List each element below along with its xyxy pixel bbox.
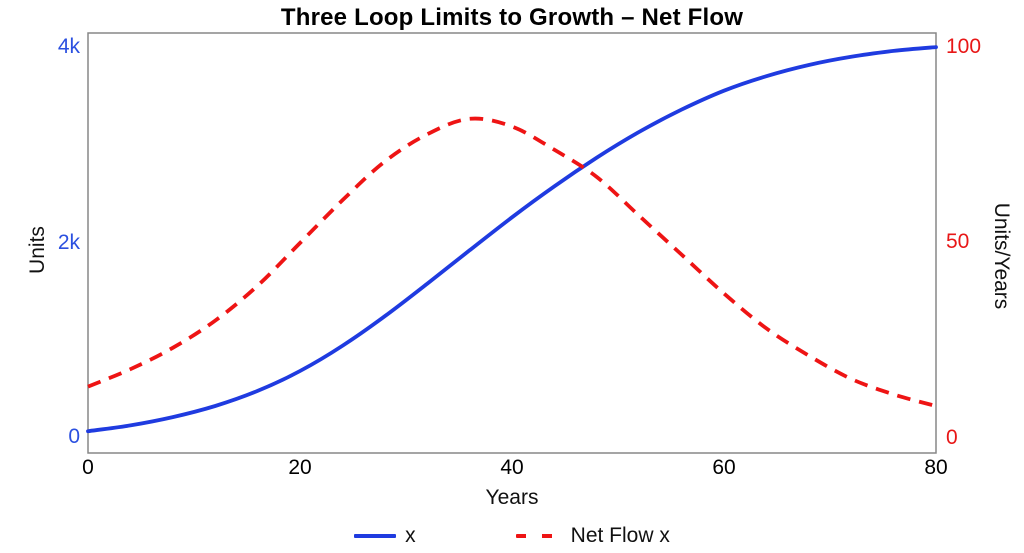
chart-title: Three Loop Limits to Growth – Net Flow: [280, 4, 744, 31]
x-tick-0: 0: [82, 456, 94, 479]
y-axis-title-right: Units/Years: [990, 202, 1013, 310]
y-left-tick-2k: 2k: [57, 231, 80, 254]
legend: x Net Flow x: [0, 524, 1024, 548]
x-tick-80: 80: [924, 456, 948, 479]
y-axis-title-left: Units: [26, 226, 49, 274]
legend-label-net-flow-x: Net Flow x: [570, 524, 670, 547]
x-axis-title: Years: [485, 486, 539, 509]
y-left-tick-4k: 4k: [57, 35, 80, 58]
legend-line-swatch-dashed: [515, 534, 562, 538]
legend-line-swatch-solid: [354, 534, 397, 538]
y-right-tick-100: 100: [946, 35, 982, 58]
x-tick-20: 20: [288, 456, 312, 479]
series-x-line: [86, 45, 938, 434]
y-left-tick-0: 0: [68, 425, 80, 448]
legend-item-x[interactable]: x: [354, 524, 416, 548]
series-net-flow-line: [87, 116, 937, 408]
y-right-tick-0: 0: [946, 426, 958, 449]
x-tick-60: 60: [712, 456, 736, 479]
plot-frame: [87, 32, 937, 454]
legend-item-net-flow-x[interactable]: Net Flow x: [515, 524, 670, 548]
legend-label-x: x: [405, 524, 416, 547]
y-right-tick-50: 50: [946, 230, 970, 253]
x-tick-40: 40: [500, 456, 524, 479]
